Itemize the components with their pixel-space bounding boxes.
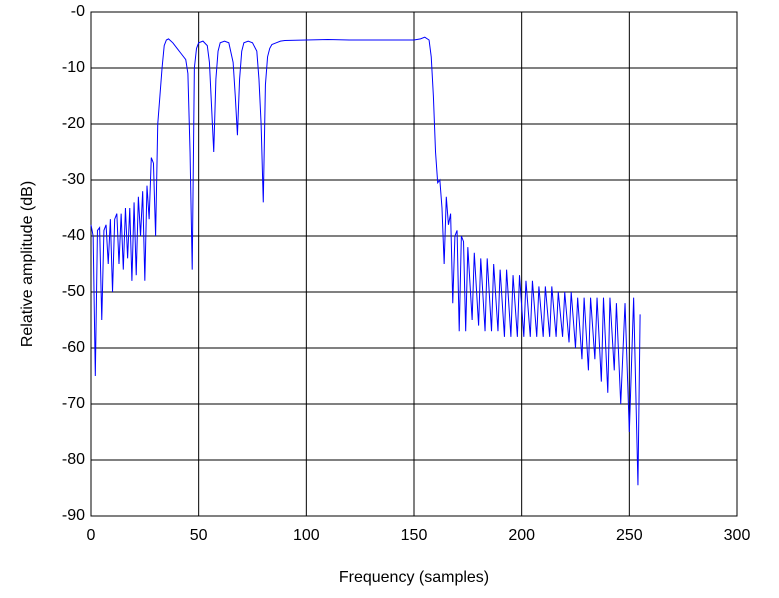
x-tick-label: 150 <box>401 527 428 544</box>
y-axis-label: Relative amplitude (dB) <box>19 181 36 347</box>
x-tick-label: 200 <box>508 527 535 544</box>
data-line <box>90 36 641 486</box>
x-tick-label: 50 <box>190 527 208 544</box>
x-tick-label: 250 <box>616 527 643 544</box>
y-tick-label: -90 <box>62 507 85 524</box>
y-tick-label: -50 <box>62 283 85 300</box>
x-axis-label: Frequency (samples) <box>339 569 489 586</box>
plot-frame <box>90 11 738 517</box>
x-tick-label: 0 <box>87 527 96 544</box>
y-tick-label: -60 <box>62 339 85 356</box>
x-tick-label: 300 <box>724 527 751 544</box>
y-tick-label: -80 <box>62 451 85 468</box>
y-tick-label: -70 <box>62 395 85 412</box>
x-tick-label: 100 <box>293 527 320 544</box>
y-tick-label: -30 <box>62 171 85 188</box>
y-tick-label: -20 <box>62 115 85 132</box>
y-tick-label: -40 <box>62 227 85 244</box>
y-tick-label: -0 <box>71 3 85 20</box>
y-tick-label: -10 <box>62 59 85 76</box>
